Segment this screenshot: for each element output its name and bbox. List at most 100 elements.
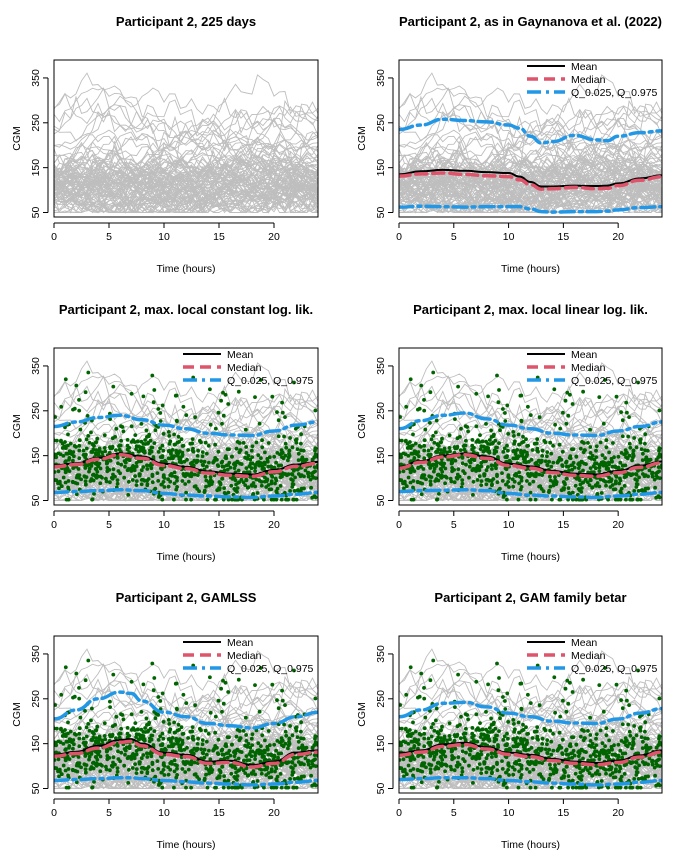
data-point [556,459,560,464]
data-point [221,701,226,706]
daily-trace [54,87,318,162]
data-point [441,752,446,757]
data-point [506,736,510,741]
data-point [412,745,416,750]
y-axis-label: CGM [11,414,23,439]
data-point [178,745,183,749]
data-point [161,474,166,479]
data-point [401,481,405,486]
data-point [518,487,523,492]
data-point [137,472,142,477]
data-point [611,729,615,733]
data-point [145,482,150,487]
data-point [230,477,235,481]
data-point [292,467,297,472]
data-point [399,758,402,762]
data-point [90,706,94,711]
data-point [527,762,532,767]
chart-title: Participant 2, as in Gaynanova et al. (2… [399,14,662,29]
data-point [286,743,291,748]
data-point [183,474,188,479]
data-point [111,760,115,765]
data-point [216,737,221,742]
data-point [432,728,437,733]
data-point [518,681,523,686]
data-point [478,735,483,739]
data-point [290,445,295,450]
data-point [471,781,475,785]
data-point [55,438,59,443]
data-point [646,774,650,779]
daily-trace [399,105,662,150]
data-point [408,728,412,732]
data-point [465,425,470,429]
data-point [249,483,254,487]
data-point [629,761,633,766]
data-point [572,465,577,470]
data-point [599,491,604,495]
data-point [141,753,146,757]
data-point [263,738,267,743]
data-point [437,780,441,784]
data-point [484,439,488,444]
data-point [577,766,582,771]
data-point [516,497,521,502]
data-point [75,769,80,774]
data-point [66,767,71,771]
data-point [217,486,221,491]
data-point [650,762,655,767]
data-point [182,459,187,464]
data-point [535,448,539,453]
data-point [400,726,404,731]
data-point [579,777,584,782]
data-point [77,696,82,701]
data-point [296,746,301,750]
data-point [114,736,118,740]
data-point [176,453,180,458]
data-point [519,478,524,483]
data-point [455,734,459,738]
data-point [422,438,427,443]
data-point [160,691,165,696]
data-point [456,672,460,677]
data-point [426,448,431,453]
data-point [249,736,254,741]
data-point [200,738,205,742]
data-point [515,448,520,452]
x-tick-label: 5 [106,519,112,531]
data-point [453,417,457,421]
daily-trace [399,663,662,738]
data-point [588,478,593,483]
data-point [235,785,240,790]
x-tick-label: 0 [396,807,402,819]
daily-trace [54,105,318,150]
daily-trace [399,72,662,154]
daily-trace [54,375,318,438]
data-point [622,740,626,745]
data-point [413,729,418,734]
data-point [158,446,163,451]
data-point [144,716,149,721]
data-point [141,394,146,399]
daily-trace [54,168,318,213]
data-point [110,446,115,450]
data-point [91,472,96,477]
data-point [470,726,475,730]
data-point [59,692,64,697]
data-point [416,466,420,470]
data-point [643,441,647,446]
data-point [299,729,303,734]
data-point [442,734,447,739]
data-point [153,774,158,779]
data-point [118,471,122,476]
data-point [199,728,203,733]
data-point [145,770,150,775]
data-point [540,736,545,741]
data-point [110,436,115,441]
data-point [180,742,185,746]
data-point [482,733,487,738]
data-point [543,747,548,752]
data-point [464,726,468,731]
data-point [216,698,221,703]
